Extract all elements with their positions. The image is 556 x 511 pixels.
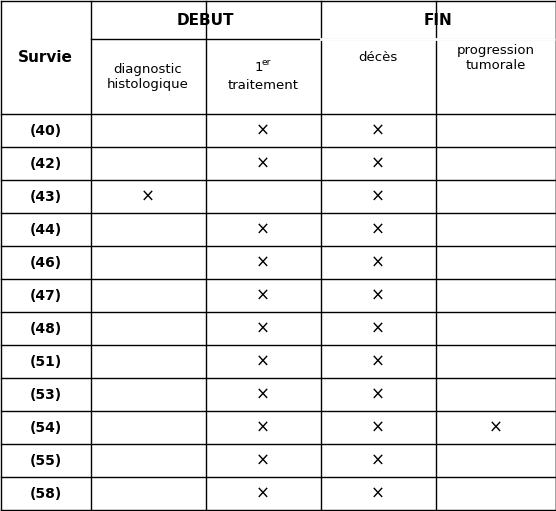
Text: ×: × (371, 484, 385, 502)
Text: progression
tumorale: progression tumorale (456, 43, 534, 72)
Text: ×: × (371, 452, 385, 470)
Text: diagnostic
histologique: diagnostic histologique (107, 62, 189, 90)
Text: ×: × (371, 154, 385, 173)
Text: décès: décès (359, 51, 398, 64)
Text: ×: × (256, 319, 270, 337)
Text: ×: × (256, 484, 270, 502)
Text: Survie: Survie (18, 50, 73, 65)
Text: (53): (53) (29, 387, 62, 402)
Text: ×: × (256, 419, 270, 436)
Text: ×: × (256, 253, 270, 271)
Text: ×: × (371, 287, 385, 305)
Text: (51): (51) (29, 355, 62, 368)
Text: (42): (42) (29, 156, 62, 171)
Text: FIN: FIN (424, 12, 453, 28)
Text: ×: × (489, 419, 503, 436)
Text: ×: × (256, 122, 270, 140)
Text: 1: 1 (255, 61, 263, 74)
Text: ×: × (371, 253, 385, 271)
Text: (58): (58) (29, 486, 62, 500)
Text: (44): (44) (29, 222, 62, 237)
Text: (40): (40) (29, 124, 62, 137)
Text: (43): (43) (29, 190, 62, 203)
Text: ×: × (256, 452, 270, 470)
Text: ×: × (371, 353, 385, 370)
Text: ×: × (256, 154, 270, 173)
Text: (54): (54) (29, 421, 62, 434)
Text: ×: × (256, 221, 270, 239)
Text: ×: × (141, 188, 155, 205)
Text: (47): (47) (29, 289, 62, 303)
Text: ×: × (371, 385, 385, 404)
Text: (46): (46) (29, 256, 62, 269)
Text: ×: × (371, 122, 385, 140)
Text: ×: × (256, 353, 270, 370)
Text: ×: × (371, 319, 385, 337)
Text: ×: × (371, 188, 385, 205)
Text: DEBUT: DEBUT (177, 12, 234, 28)
Text: er: er (261, 58, 271, 67)
Text: ×: × (371, 221, 385, 239)
Text: ×: × (371, 419, 385, 436)
Text: (55): (55) (29, 453, 62, 468)
Text: (48): (48) (29, 321, 62, 336)
Text: traitement: traitement (227, 79, 299, 92)
Text: ×: × (256, 287, 270, 305)
Text: ×: × (256, 385, 270, 404)
